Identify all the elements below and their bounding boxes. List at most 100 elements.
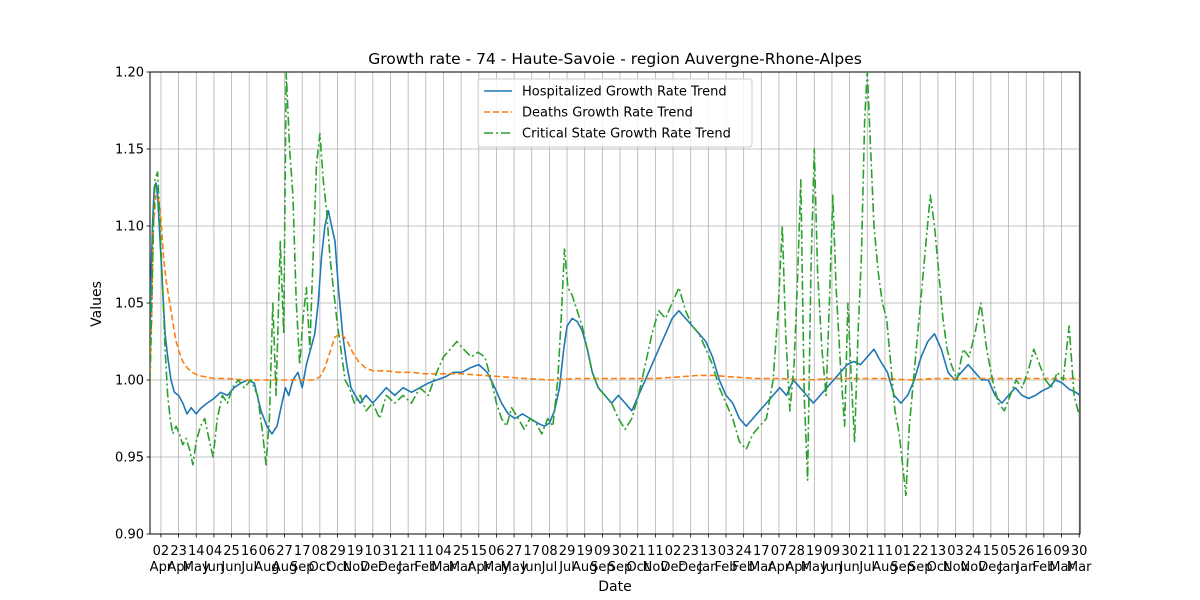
x-tick-month-label: May [183,560,210,575]
x-tick-day-label: 13 [930,544,947,559]
x-tick-day-label: 19 [806,544,823,559]
legend-label: Critical State Growth Rate Trend [522,127,731,142]
x-tick-day-label: 02 [153,544,170,559]
x-tick-month-label: Oct [309,560,331,575]
x-tick-day-label: 25 [453,544,470,559]
x-tick-month-label: Nov [342,560,368,575]
x-tick-month-label: Nov [961,560,987,575]
legend-box [477,78,753,148]
x-tick-day-label: 08 [541,544,558,559]
x-tick-day-label: 08 [312,544,329,559]
x-tick-day-label: 19 [347,544,364,559]
x-tick-month-label: Jun [821,560,842,575]
x-tick-month-label: Jun [220,560,241,575]
x-tick-day-label: 28 [788,544,805,559]
legend-label: Deaths Growth Rate Trend [522,106,693,121]
x-tick-day-label: 11 [877,544,894,559]
x-tick-month-label: Feb [732,560,755,575]
x-tick-month-label: Jul [541,560,558,575]
x-tick-month-label: Sep [608,560,633,575]
x-tick-month-label: Sep [890,560,915,575]
x-tick-month-label: Jan [998,560,1019,575]
x-tick-month-label: Jul [240,560,257,575]
x-tick-day-label: 02 [665,544,682,559]
x-tick-month-label: Nov [643,560,669,575]
y-axis-label: Values [89,281,105,327]
x-tick-month-label: Aug [872,560,897,575]
x-tick-month-label: Jun [521,560,542,575]
x-tick-day-label: 23 [682,544,699,559]
x-tick-month-label: Oct [326,560,348,575]
x-tick-day-label: 25 [223,544,240,559]
y-tick-label: 1.20 [115,66,144,81]
x-tick-month-label: Oct [626,560,648,575]
x-tick-day-label: 24 [735,544,752,559]
x-tick-month-label: Feb [414,560,437,575]
x-tick-day-label: 16 [241,544,258,559]
x-tick-month-label: Aug [272,560,297,575]
x-tick-day-label: 27 [276,544,293,559]
x-tick-month-label: Jul [558,560,575,575]
y-tick-label: 1.15 [115,143,144,158]
x-tick-day-label: 07 [771,544,788,559]
x-tick-month-label: May [501,560,528,575]
x-tick-month-label: Feb [1032,560,1055,575]
x-tick-month-label: Sep [290,560,315,575]
x-tick-month-label: Sep [590,560,615,575]
x-tick-month-label: Aug [572,560,597,575]
x-tick-month-label: Mar [1067,560,1092,575]
x-tick-day-label: 17 [753,544,770,559]
x-tick-day-label: 21 [859,544,876,559]
x-tick-month-label: Dec [360,560,385,575]
x-tick-day-label: 05 [1000,544,1017,559]
x-tick-month-label: Apr [167,560,190,575]
x-tick-month-label: May [801,560,828,575]
x-tick-month-label: Sep [908,560,933,575]
x-tick-day-label: 19 [576,544,593,559]
x-tick-day-label: 09 [594,544,611,559]
x-tick-month-label: Apr [785,560,808,575]
x-tick-month-label: Feb [714,560,737,575]
x-tick-day-label: 26 [1018,544,1035,559]
x-tick-day-label: 11 [647,544,664,559]
x-tick-month-label: Apr [150,560,173,575]
x-tick-month-label: Mar [749,560,774,575]
x-tick-month-label: Dec [978,560,1003,575]
x-tick-day-label: 03 [947,544,964,559]
x-tick-month-label: Mar [431,560,456,575]
x-tick-day-label: 21 [629,544,646,559]
x-tick-day-label: 30 [612,544,629,559]
x-tick-day-label: 22 [912,544,929,559]
x-tick-day-label: 03 [718,544,735,559]
x-tick-day-label: 29 [329,544,346,559]
x-tick-month-label: Oct [927,560,949,575]
series-line-3 [150,72,1080,497]
x-tick-month-label: Jun [203,560,224,575]
chart-title: Growth rate - 74 - Haute-Savoie - region… [368,50,862,68]
x-tick-day-label: 09 [1053,544,1070,559]
series-line-1 [150,182,1080,435]
x-tick-day-label: 04 [206,544,223,559]
x-tick-day-label: 17 [523,544,540,559]
x-tick-day-label: 10 [365,544,382,559]
x-tick-day-label: 06 [488,544,505,559]
x-tick-month-label: Dec [378,560,403,575]
x-tick-day-label: 15 [983,544,1000,559]
x-tick-day-label: 06 [259,544,276,559]
x-tick-day-label: 01 [894,544,911,559]
x-tick-day-label: 29 [559,544,576,559]
x-tick-day-label: 24 [965,544,982,559]
legend-label: Hospitalized Growth Rate Trend [522,85,727,100]
x-tick-month-label: Dec [660,560,685,575]
x-tick-day-label: 16 [1036,544,1053,559]
y-axis: 0.90 0.95 1.00 1.05 1.10 1.15 1.20 [115,66,150,543]
x-tick-month-label: Jul [858,560,875,575]
x-tick-day-label: 13 [700,544,717,559]
x-tick-day-label: 23 [170,544,187,559]
x-tick-day-label: 21 [400,544,417,559]
x-tick-month-label: Jun [838,560,859,575]
x-tick-day-label: 31 [382,544,399,559]
x-tick-month-label: Jan [397,560,418,575]
y-tick-label: 1.05 [115,297,144,312]
